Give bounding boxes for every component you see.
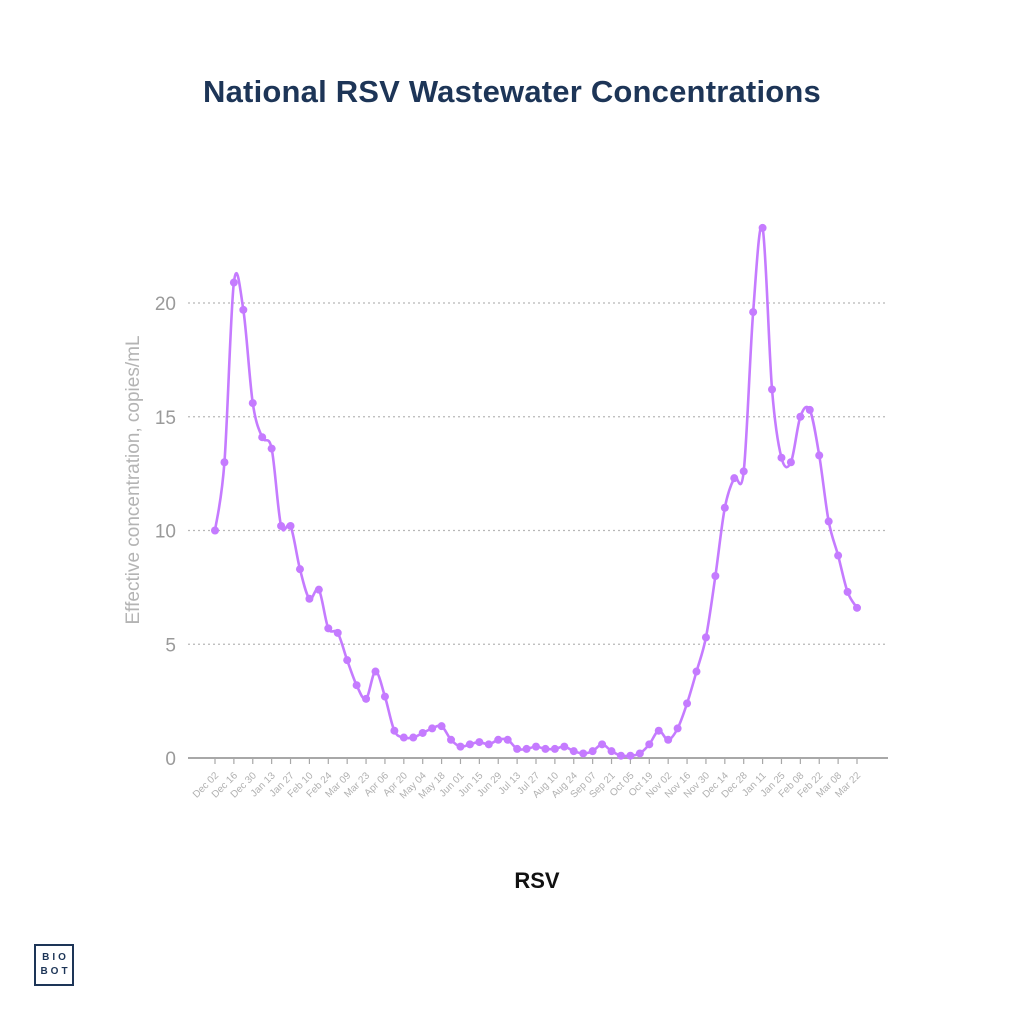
y-tick-label: 0 xyxy=(165,749,176,770)
data-point xyxy=(541,744,550,753)
data-point xyxy=(588,747,597,756)
data-point xyxy=(286,521,295,530)
data-point xyxy=(683,699,692,708)
data-point xyxy=(796,412,805,421)
data-points xyxy=(211,223,861,760)
data-point xyxy=(267,444,276,453)
logo-line-1: BIO xyxy=(42,952,69,963)
data-point xyxy=(484,740,493,749)
logo-line-2: BOT xyxy=(40,966,71,977)
data-point xyxy=(739,467,748,476)
data-point xyxy=(503,735,512,744)
data-point xyxy=(211,526,219,535)
data-point xyxy=(843,587,852,596)
data-point xyxy=(532,742,540,751)
data-point xyxy=(616,751,625,760)
data-point xyxy=(362,694,371,703)
data-point xyxy=(390,726,399,735)
data-point xyxy=(711,572,720,580)
data-point xyxy=(371,667,380,676)
data-point xyxy=(853,603,861,612)
x-axis-label: RSV xyxy=(514,868,560,893)
data-point xyxy=(229,278,238,287)
data-point xyxy=(456,742,465,751)
data-point xyxy=(239,305,248,314)
data-point xyxy=(824,517,833,526)
data-point xyxy=(758,223,767,232)
data-point xyxy=(399,733,408,742)
data-point xyxy=(654,726,663,735)
data-point xyxy=(730,474,739,483)
data-point xyxy=(626,751,635,760)
data-point xyxy=(560,742,569,751)
series-line xyxy=(213,224,859,758)
gridlines xyxy=(188,302,888,645)
chart-title: National RSV Wastewater Concentrations xyxy=(203,74,821,109)
data-point xyxy=(380,692,389,701)
y-axis-ticks: 0 5 10 15 20 xyxy=(155,294,176,770)
data-point xyxy=(598,740,607,749)
data-point xyxy=(645,740,654,749)
y-tick-label: 5 xyxy=(165,635,176,656)
data-point xyxy=(465,740,474,749)
data-point xyxy=(815,451,824,460)
biobot-logo: BIO BOT xyxy=(34,944,74,986)
data-point xyxy=(692,667,701,676)
data-point xyxy=(352,681,361,690)
data-point xyxy=(428,724,437,733)
data-point xyxy=(834,551,843,560)
data-point xyxy=(277,521,286,530)
data-point xyxy=(475,738,484,747)
y-tick-label: 15 xyxy=(155,408,176,429)
data-point xyxy=(569,747,578,756)
data-point xyxy=(314,585,323,594)
data-point xyxy=(635,749,644,758)
data-point xyxy=(749,308,758,317)
data-point xyxy=(248,399,257,408)
data-point xyxy=(720,503,729,512)
data-point xyxy=(447,735,456,744)
data-point xyxy=(409,733,418,742)
data-point xyxy=(437,722,446,731)
data-point xyxy=(550,744,559,753)
data-point xyxy=(324,624,333,633)
data-point xyxy=(579,749,588,758)
data-point xyxy=(343,656,352,665)
data-point xyxy=(333,628,342,637)
data-point xyxy=(673,724,682,733)
y-tick-label: 20 xyxy=(155,294,176,315)
y-axis-label: Effective concentration, copies/mL xyxy=(123,335,144,624)
data-point xyxy=(768,385,777,394)
y-tick-label: 10 xyxy=(155,522,176,543)
data-point xyxy=(805,405,814,414)
data-point xyxy=(777,453,786,462)
data-point xyxy=(701,633,710,642)
data-point xyxy=(522,744,531,753)
data-point xyxy=(664,735,673,744)
data-point xyxy=(258,433,267,442)
data-point xyxy=(513,744,522,753)
data-point xyxy=(786,458,795,467)
data-point xyxy=(305,594,314,603)
data-point xyxy=(494,735,503,744)
data-point xyxy=(295,565,304,574)
data-point xyxy=(418,728,427,737)
data-point xyxy=(607,747,616,756)
data-point xyxy=(220,458,229,467)
